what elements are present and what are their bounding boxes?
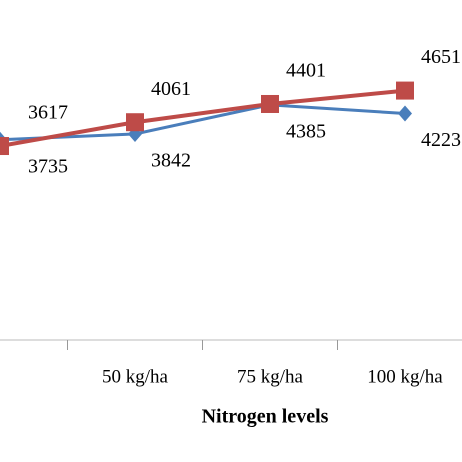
data-label: 4385 [286, 120, 326, 142]
data-label: 3842 [151, 150, 191, 172]
marker [126, 113, 144, 132]
x-tick-label: 100 kg/ha [367, 366, 443, 387]
marker [261, 94, 279, 113]
x-tick-label: 75 kg/ha [237, 366, 304, 387]
data-label: 4651 [421, 46, 461, 68]
data-label: 4401 [286, 60, 326, 82]
x-axis-title: Nitrogen levels [202, 406, 329, 428]
data-label: 4223 [421, 129, 461, 151]
series-line [0, 88, 406, 148]
marker [396, 81, 414, 100]
data-label: 3735 [28, 155, 68, 177]
marker [398, 105, 412, 122]
marker [0, 137, 9, 156]
data-label: 4061 [151, 78, 191, 100]
x-tick-label: 50 kg/ha [102, 366, 169, 387]
data-label: 3617 [28, 102, 68, 124]
series-line [0, 103, 406, 142]
